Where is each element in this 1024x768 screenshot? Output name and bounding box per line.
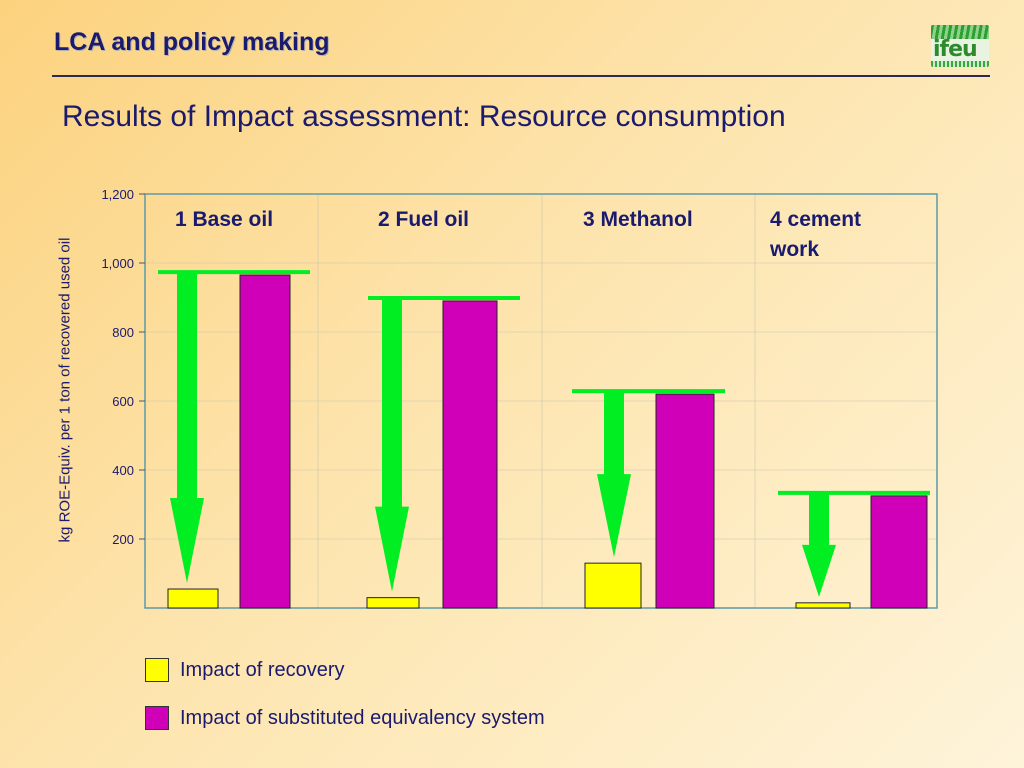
y-tick-label: 800 [112, 325, 134, 340]
category-label: 3 Methanol [583, 208, 693, 231]
bar-substituted [442, 300, 498, 609]
ifeu-logo: ifeu [931, 25, 989, 67]
difference-arrow [597, 391, 631, 558]
legend-label: Impact of recovery [180, 659, 345, 681]
bar-substituted [870, 495, 928, 609]
y-tick-label: 400 [112, 463, 134, 478]
bar-recovery [167, 588, 219, 609]
legend-swatch [145, 706, 169, 730]
category-label: 2 Fuel oil [378, 208, 469, 231]
bar-recovery [795, 602, 851, 609]
category-label: work [769, 238, 819, 261]
y-tick-label: 1,000 [101, 256, 134, 271]
bar-substituted [655, 393, 715, 609]
logo-grass-graphic [931, 25, 989, 39]
logo-base-graphic [931, 61, 989, 67]
difference-arrow [802, 492, 836, 597]
legend-label: Impact of substituted equivalency system [180, 707, 545, 729]
difference-arrow [375, 297, 409, 592]
bar-recovery [366, 597, 420, 609]
difference-arrow [170, 272, 204, 584]
legend-swatch [145, 658, 169, 682]
logo-text: ifeu [933, 37, 978, 62]
header-divider [52, 75, 990, 77]
category-label: 4 cement [770, 208, 861, 231]
y-tick-label: 200 [112, 532, 134, 547]
y-tick-label: 1,200 [101, 187, 134, 202]
bar-recovery [584, 562, 642, 609]
y-tick-label: 600 [112, 394, 134, 409]
category-label: 1 Base oil [175, 208, 273, 231]
header-title: LCA and policy making [54, 28, 330, 56]
bar-substituted [239, 274, 291, 609]
slide-subtitle: Results of Impact assessment: Resource c… [62, 100, 786, 133]
